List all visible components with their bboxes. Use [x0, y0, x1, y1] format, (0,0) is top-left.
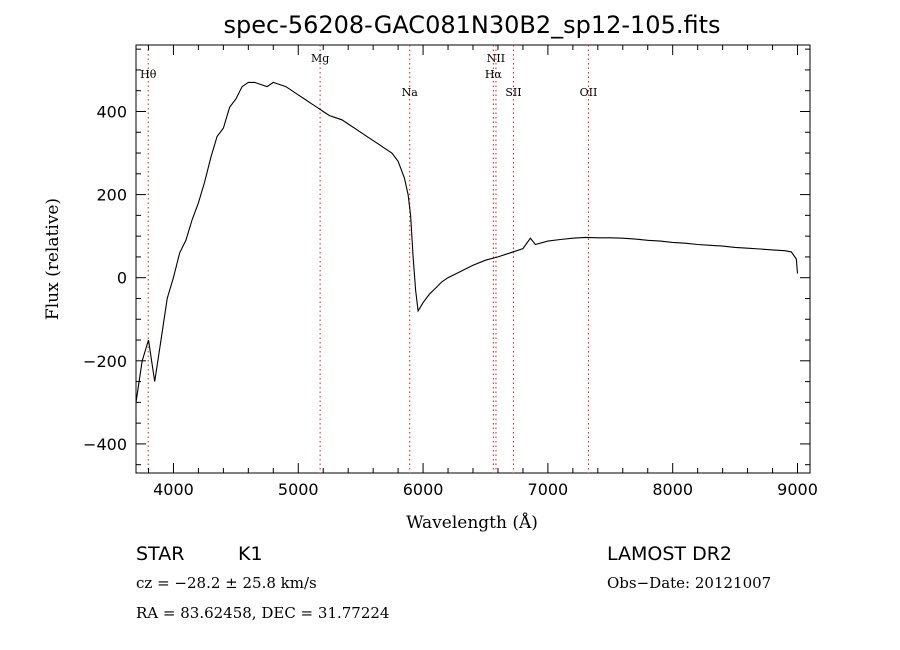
object-subclass: K1 [238, 543, 263, 565]
x-tick-label: 4000 [153, 480, 194, 499]
y-tick-label: 200 [96, 186, 127, 205]
reference-line-label: OII [580, 86, 598, 99]
y-axis-title: Flux (relative) [43, 198, 63, 320]
x-tick-label: 7000 [528, 480, 569, 499]
x-tick-label: 8000 [652, 480, 693, 499]
y-tick-label: −200 [83, 352, 127, 371]
coordinates-text: RA = 83.62458, DEC = 31.77224 [136, 604, 389, 622]
axis-ticks: 4000 5000 6000 7000 8000 9000 −400 −200 0 200 400 [83, 45, 818, 499]
chart-title: spec-56208-GAC081N30B2_sp12-105.fits [223, 11, 720, 39]
reference-line-label: SII [505, 86, 521, 99]
x-tick-label: 6000 [403, 480, 444, 499]
reference-line-label: Hα [485, 68, 503, 81]
x-axis-title: Wavelength (Å) [406, 512, 538, 533]
reference-line-label: Hθ [140, 68, 157, 81]
reference-line-label: Mg [311, 52, 329, 65]
y-tick-label: 400 [96, 102, 127, 121]
reference-line-label: NII [487, 52, 505, 65]
survey-name: LAMOST DR2 [607, 543, 732, 565]
reference-line-label: Na [402, 86, 419, 99]
x-tick-label: 5000 [278, 480, 319, 499]
object-class: STAR [136, 543, 184, 565]
x-tick-label: 9000 [777, 480, 818, 499]
y-tick-label: 0 [117, 269, 127, 288]
redshift-text: cz = −28.2 ± 25.8 km/s [136, 574, 317, 592]
y-tick-label: −400 [83, 435, 127, 454]
spectrum-line [135, 81, 799, 403]
obs-date-text: Obs−Date: 20121007 [607, 574, 771, 592]
plot-frame [135, 44, 811, 474]
